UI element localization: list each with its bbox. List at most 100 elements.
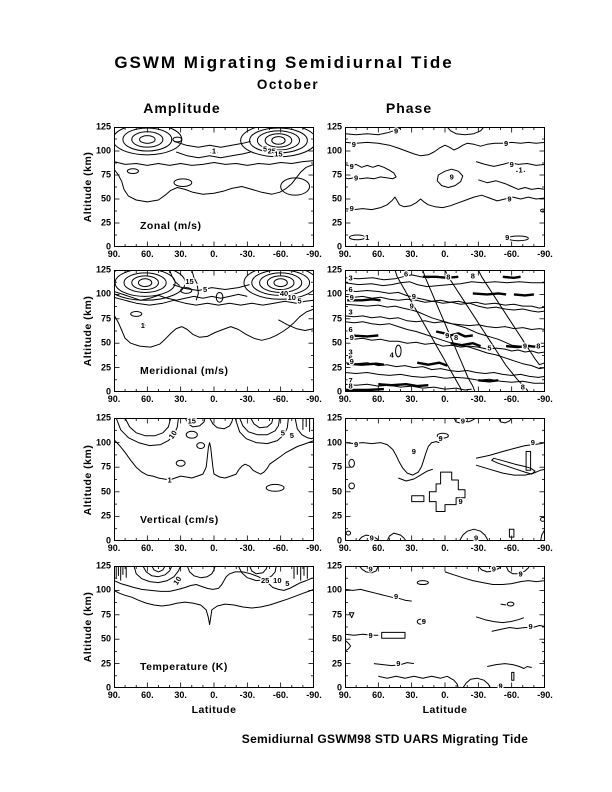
y-tick-label: 100 [95,145,111,156]
svg-text:9: 9 [412,447,416,456]
svg-text:15: 15 [274,149,282,158]
y-tick-label: 125 [326,560,342,571]
x-tick-label: 30. [405,690,418,700]
y-tick-label: 25 [331,362,342,373]
svg-text:9: 9 [438,434,442,443]
x-axis-ticks: 90. 60. 30. 0. -30. -60. -90. [339,249,553,261]
x-tick-label: 60. [141,690,154,700]
x-tick-label: -60. [503,543,520,553]
svg-text:1: 1 [365,233,369,242]
x-tick-label: -30. [470,249,487,259]
x-tick-label: -60. [272,543,289,553]
y-axis-ticks: 125 100 75 50 25 0 [311,413,342,545]
panel-label-meridional: Meridional (m/s) [140,365,229,377]
svg-text:10: 10 [171,575,183,587]
svg-text:9: 9 [523,342,527,351]
svg-text:3: 3 [348,273,352,282]
x-tick-label: -60. [503,394,520,404]
x-tick-label: 90. [107,690,121,700]
x-axis-ticks: 90. 60. 30. 0. -30. -60. -90. [108,394,322,406]
x-tick-label: -90. [306,249,322,259]
x-tick-label: -90. [537,690,553,700]
x-tick-label: 90. [338,394,352,404]
svg-text:1: 1 [167,475,171,484]
x-axis-ticks: 90. 60. 30. 0. -30. -60. -90. [108,543,322,555]
x-tick-label: 90. [338,690,352,700]
svg-text:9: 9 [510,160,514,169]
y-tick-label: 100 [326,437,342,448]
svg-text:25: 25 [268,147,276,156]
y-tick-label: 0 [336,535,342,546]
svg-text:9: 9 [350,162,354,171]
svg-text:9: 9 [450,172,454,181]
svg-text:9: 9 [410,302,414,311]
panel-zonal-amplitude: 1 5 25 15 125 100 75 50 25 0 90. 60. 30. 0. -30. -60.… [96,122,322,259]
y-tick-label: 75 [100,609,111,620]
svg-text:5: 5 [285,579,289,588]
y-tick-label: 50 [331,337,342,348]
svg-text:9: 9 [528,622,532,631]
x-tick-label: -60. [272,394,289,404]
x-tick-label: 60. [372,690,385,700]
y-tick-label: 100 [326,584,342,595]
svg-text:9: 9 [352,140,356,149]
y-tick-label: 75 [100,461,111,472]
svg-text:9: 9 [505,233,509,242]
y-tick-label: 100 [326,145,342,156]
svg-text:25: 25 [261,576,269,585]
y-tick-label: 0 [336,386,342,397]
y-tick-label: 50 [331,193,342,204]
svg-text:9: 9 [394,127,398,135]
y-tick-label: 0 [336,682,342,693]
y-tick-label: 125 [326,264,342,275]
svg-text:9: 9 [370,534,374,541]
svg-text:9: 9 [412,292,416,301]
x-tick-label: 0. [210,249,218,259]
y-tick-label: 0 [105,682,111,693]
y-axis-ticks: 125 100 75 50 25 0 [80,413,111,545]
x-axis-ticks: 90. 60. 30. 0. -30. -60. -90. [108,690,322,702]
svg-text:8: 8 [536,342,540,351]
contour-plot-temperature-phase: 9 9 9 9 9 9 9 9 9 [345,566,545,688]
svg-text:5: 5 [297,297,301,306]
svg-text:1: 1 [518,166,522,175]
x-tick-label: -30. [470,690,487,700]
svg-text:9: 9 [394,592,398,601]
svg-text:9: 9 [354,173,358,182]
x-tick-label: -90. [306,543,322,553]
x-axis-label-phase: Latitude [422,704,468,716]
x-tick-label: -90. [537,249,553,259]
y-tick-label: 75 [331,609,342,620]
svg-text:4: 4 [390,350,395,359]
y-tick-label: 100 [95,437,111,448]
x-tick-label: 90. [107,249,121,259]
contour-plot-vertical-phase: 9 9 9 9 9 9 9 9 [345,418,545,541]
figure-caption: Semidiurnal GSWM98 STD UARS Migrating Ti… [241,732,529,746]
y-tick-label: 125 [95,412,111,423]
svg-text:9: 9 [350,293,354,302]
svg-text:9: 9 [350,357,354,366]
x-tick-label: 60. [141,394,154,404]
y-tick-label: 0 [105,241,111,252]
y-tick-label: 125 [95,560,111,571]
x-tick-label: -30. [239,394,256,404]
panel-label-temperature: Temperature (K) [140,661,228,673]
y-tick-label: 25 [100,510,111,521]
column-header-amplitude: Amplitude [143,100,221,116]
svg-text:9: 9 [458,497,462,506]
svg-text:15: 15 [185,277,193,286]
svg-text:9: 9 [350,204,354,213]
svg-text:5: 5 [290,431,294,440]
svg-text:9: 9 [518,569,522,578]
y-tick-label: 0 [336,241,342,252]
svg-text:40: 40 [280,289,288,298]
svg-text:10: 10 [167,429,179,441]
x-tick-label: 30. [405,543,418,553]
svg-text:5: 5 [263,145,267,154]
panel-temperature-phase: 9 9 9 9 9 9 9 9 9 125 100 75 50 25 0 90. 60. 30. 0. -30. -… [327,561,553,700]
